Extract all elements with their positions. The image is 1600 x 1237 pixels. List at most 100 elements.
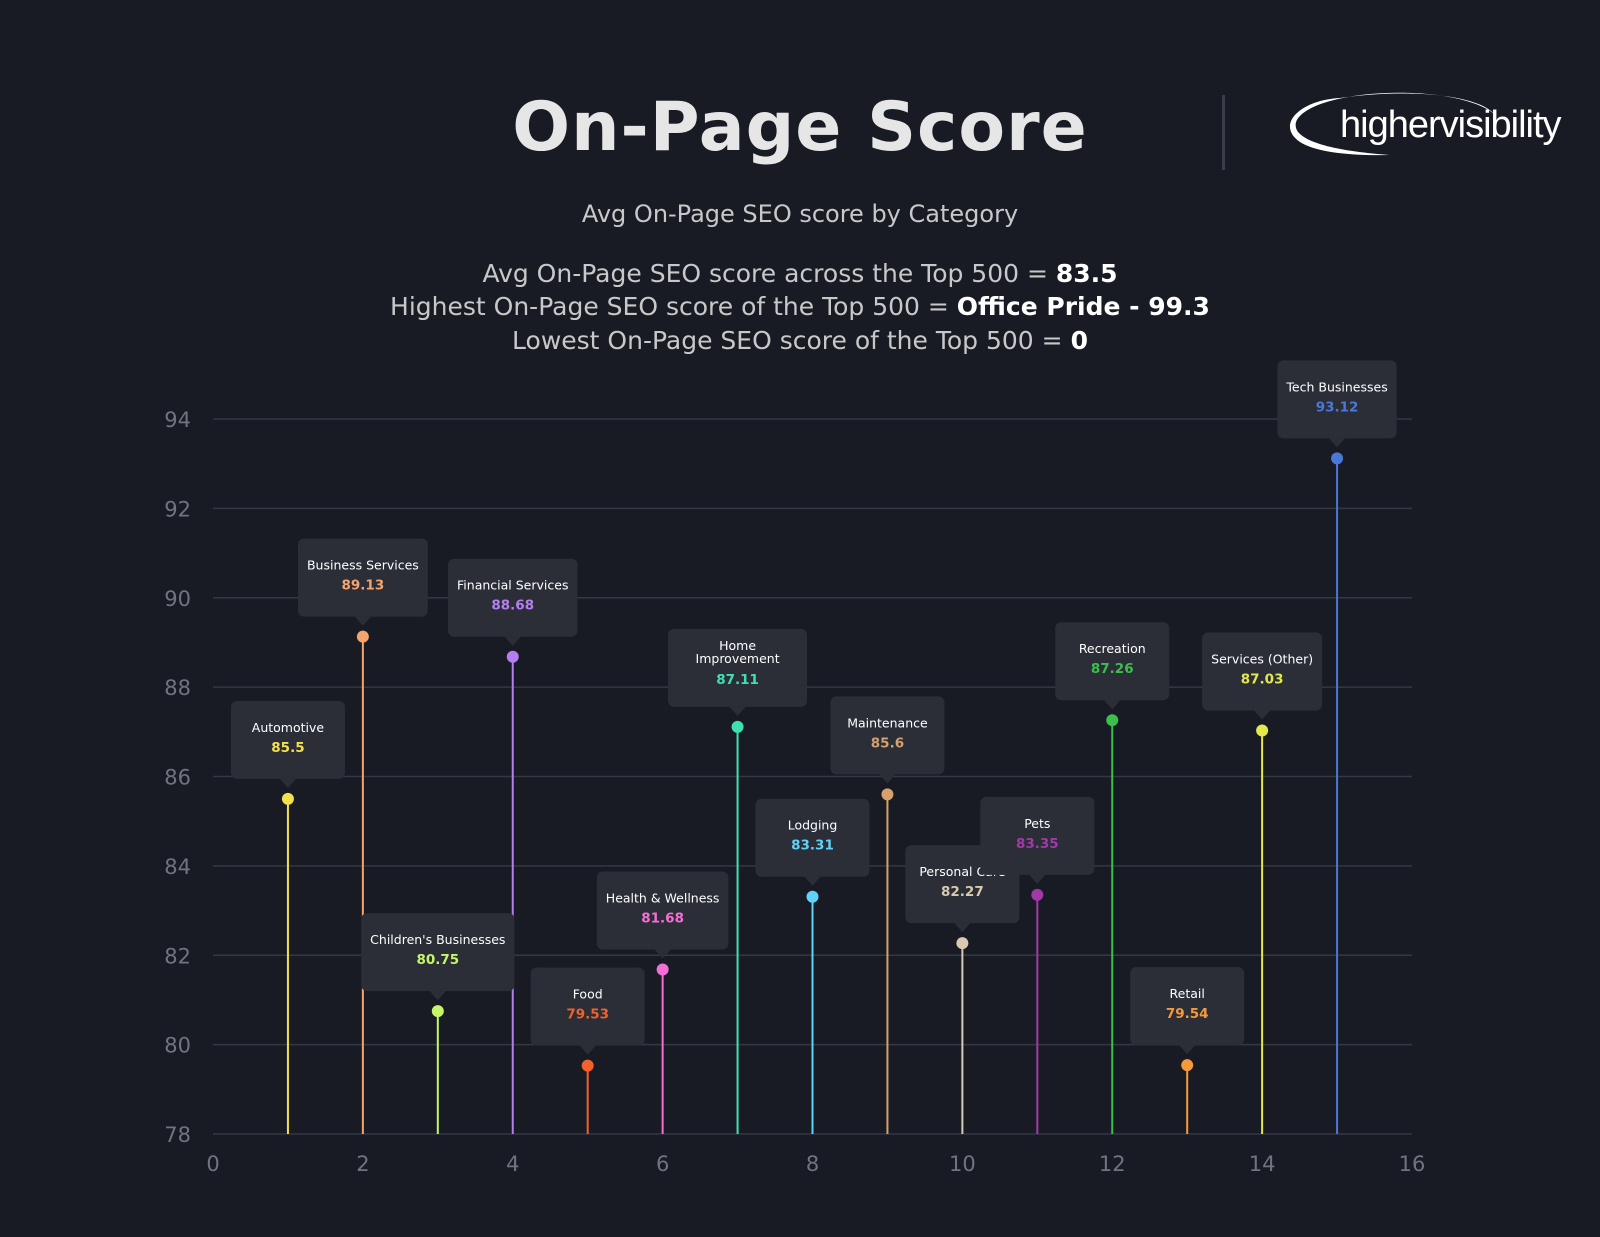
callout-home-improvement: Home Improvement 87.11: [668, 628, 808, 716]
callout-box: [530, 967, 645, 1046]
lollipop-point: [1181, 1059, 1194, 1072]
callout-pointer: [954, 923, 971, 933]
lollipop-point: [956, 937, 969, 950]
x-tick-label: 6: [656, 1152, 669, 1176]
lollipop-point: [731, 720, 744, 733]
x-tick-label: 8: [806, 1152, 819, 1176]
callout-name: Tech Businesses: [1285, 379, 1387, 394]
callout-name: Services (Other): [1211, 651, 1313, 666]
callout-box: [361, 913, 515, 992]
callout-box: [1130, 967, 1245, 1046]
axis-ticks: 78 80 82 84 86 88 90 92 94 0 2 4 6 8 10 12 14 16: [164, 408, 1425, 1176]
callout-health-wellness: Health & Wellness 81.68: [596, 871, 729, 959]
callout-box: [596, 871, 729, 950]
lollipop-point: [581, 1059, 594, 1072]
callout-business-services: Business Services 89.13: [297, 538, 428, 626]
callout-value: 87.26: [1091, 661, 1134, 677]
callout-pointer: [1179, 1045, 1196, 1055]
callout-box: [668, 628, 808, 707]
lollipop-point: [1106, 714, 1119, 727]
callout-name: Financial Services: [457, 578, 568, 593]
callout-value: 79.54: [1166, 1006, 1209, 1022]
callout-services-other: Services (Other) 87.03: [1202, 632, 1323, 720]
y-tick-label: 84: [164, 855, 191, 879]
callout-name: Business Services: [307, 558, 419, 573]
callout-value: 93.12: [1316, 399, 1359, 415]
callout-value: 87.11: [716, 672, 759, 688]
x-tick-label: 14: [1249, 1152, 1276, 1176]
lollipop-point: [431, 1005, 444, 1018]
stat-highest: Highest On-Page SEO score of the Top 500…: [0, 292, 1600, 321]
callout-pointer: [729, 706, 746, 716]
callout-value: 85.5: [271, 740, 304, 756]
stat-lowest-value: 0: [1070, 326, 1088, 355]
stat-highest-value: Office Pride - 99.3: [956, 292, 1210, 321]
callout-name: Retail: [1170, 986, 1205, 1001]
y-tick-label: 94: [164, 408, 191, 432]
data-callouts: Automotive 85.5 Business Services 89.13 Chil…: [230, 360, 1397, 1055]
callout-value: 83.35: [1016, 836, 1059, 852]
callout-automotive: Automotive 85.5: [230, 700, 345, 788]
y-tick-label: 80: [164, 1034, 191, 1058]
callout-pointer: [279, 778, 296, 788]
lollipop-point: [1256, 724, 1269, 737]
callout-pointer: [879, 774, 896, 784]
callout-pointer: [1329, 438, 1346, 448]
callout-tech-businesses: Tech Businesses 93.12: [1277, 360, 1397, 448]
callout-retail: Retail 79.54: [1130, 967, 1245, 1055]
callout-value: 88.68: [491, 598, 534, 614]
chart-subtitle: Avg On-Page SEO score by Category: [581, 200, 1019, 228]
callout-value: 83.31: [791, 838, 834, 854]
callout-pointer: [429, 991, 446, 1001]
callout-name: Children's Businesses: [370, 932, 505, 947]
callout-name: Pets: [1024, 816, 1050, 831]
callout-pointer: [1029, 874, 1046, 884]
callout-value: 81.68: [641, 911, 684, 927]
callout-name: Automotive: [252, 720, 325, 735]
logo-text: highervisibility: [1340, 104, 1562, 146]
callout-financial-services: Financial Services 88.68: [448, 558, 578, 646]
callout-name: Food: [573, 987, 603, 1002]
callout-box: [980, 796, 1095, 875]
lollipop-point: [356, 630, 369, 643]
y-tick-label: 78: [164, 1123, 191, 1147]
callout-box: [230, 700, 345, 779]
x-tick-label: 16: [1399, 1152, 1426, 1176]
x-tick-label: 12: [1099, 1152, 1126, 1176]
lollipop-point: [881, 788, 894, 801]
lollipop-point: [806, 890, 819, 903]
callout-box: [830, 696, 945, 775]
y-tick-label: 82: [164, 944, 191, 968]
callout-pointer: [804, 876, 821, 886]
callout-pointer: [579, 1045, 596, 1055]
callout-children-s-businesses: Children's Businesses 80.75: [361, 913, 515, 1001]
callout-value: 79.53: [566, 1007, 609, 1023]
header-divider: [1222, 95, 1225, 170]
lollipop-point: [656, 963, 669, 976]
stat-average-value: 83.5: [1055, 259, 1118, 288]
callout-value: 85.6: [871, 735, 904, 751]
lollipop-stems: [281, 452, 1344, 1134]
stat-highest-label: Highest On-Page SEO score of the Top 500…: [390, 292, 957, 321]
stat-lowest: Lowest On-Page SEO score of the Top 500 …: [0, 326, 1600, 355]
callout-pointer: [1104, 700, 1121, 710]
x-tick-label: 10: [949, 1152, 976, 1176]
x-tick-label: 4: [506, 1152, 519, 1176]
stat-lowest-label: Lowest On-Page SEO score of the Top 500 …: [512, 326, 1071, 355]
callout-name-line: Improvement: [696, 651, 780, 666]
callout-lodging: Lodging 83.31: [755, 798, 870, 886]
lollipop-point: [1331, 452, 1344, 465]
callout-value: 87.03: [1241, 671, 1284, 687]
page-title: On-Page Score: [512, 88, 1088, 167]
callout-name: Health & Wellness: [606, 891, 720, 906]
callout-pets: Pets 83.35: [980, 796, 1095, 884]
stat-average: Avg On-Page SEO score across the Top 500…: [0, 259, 1600, 288]
x-tick-label: 0: [206, 1152, 219, 1176]
callout-value: 82.27: [941, 884, 984, 900]
callout-box: [1055, 622, 1170, 701]
callout-box: [297, 538, 428, 617]
callout-food: Food 79.53: [530, 967, 645, 1055]
callout-maintenance: Maintenance 85.6: [830, 696, 945, 784]
